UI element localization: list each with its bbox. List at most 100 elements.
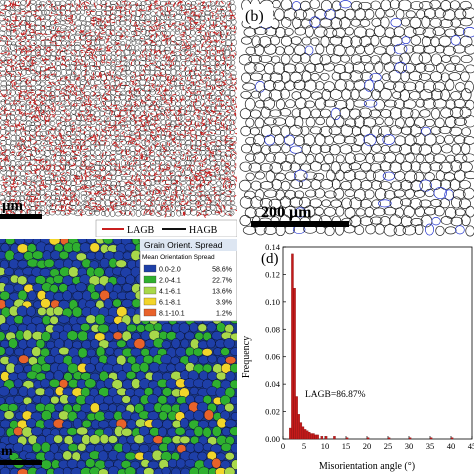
grain-boundary [184,205,192,211]
grain-boundary [134,145,141,151]
grain-boundary [54,110,61,116]
grain-boundary [120,90,126,96]
grain-boundary [433,98,447,109]
grain-boundary [291,1,302,11]
lagb-segment [168,10,170,15]
lagb-segment [171,198,174,202]
grain-boundary [339,0,352,9]
lagb-segment [220,121,223,126]
lagb-segment [229,9,233,14]
lagb-segment [42,166,45,171]
lagb-segment [147,89,151,92]
lagb-segment [18,42,22,46]
lagb-segment [201,102,205,107]
lagb-segment [133,101,137,104]
lagb-segment [172,61,175,65]
lagb-segment [119,27,122,31]
lagb-segment [191,164,195,167]
lagb-segment [151,26,155,31]
grain-boundary [29,155,35,161]
grain-boundary [194,160,201,167]
lagb-segment [211,101,215,104]
grain-boundary [39,210,46,216]
grain-boundary [55,195,60,202]
grain-boundary [220,105,227,110]
grain-boundary [29,64,35,71]
grain-boundary [145,185,152,190]
lagb-segment [34,159,39,162]
grain-boundary [190,94,198,101]
grain-boundary [224,49,230,57]
grain-boundary [414,81,425,93]
lagb-segment [97,141,101,146]
lagb-segment [55,192,60,195]
lagb-segment [109,32,113,36]
lagb-segment [168,25,172,28]
grain-boundary [379,36,392,47]
grain-boundary [175,85,182,91]
grain-boundary [130,200,137,206]
lagb-segment [189,94,193,98]
lagb-segment [94,86,97,89]
grain-boundary [170,211,176,217]
lagb-segment [71,20,74,25]
lagb-segment [79,148,81,153]
lagb-segment [152,41,156,44]
grain-boundary [50,40,58,47]
grain-boundary [94,80,102,86]
lagb-segment [26,91,31,94]
lagb-segment [141,53,144,58]
lagb-segment [34,30,37,34]
grain-boundary [184,131,190,136]
lagb-segment [119,16,123,19]
grain-boundary [190,140,197,147]
lagb-segment [213,24,217,29]
grain-boundary [340,124,354,137]
grain-boundary [124,69,132,75]
grain-boundary [19,60,25,68]
grain-boundary [310,72,320,81]
grain-boundary [150,164,157,170]
grain-boundary [194,101,202,107]
lagb-segment [203,213,206,218]
grain-boundary [75,119,82,126]
grain-boundary [374,117,384,126]
grain-boundary [110,135,117,141]
lagb-segment [198,16,201,19]
grain-boundary [114,84,121,91]
grain-boundary [25,85,32,91]
grain-boundary [228,45,236,52]
grain-boundary [56,151,61,156]
grain-boundary [263,97,276,110]
lagb-segment [200,121,205,125]
lagb-segment [15,176,18,179]
lagb-segment [154,24,158,28]
grain-boundary [89,130,95,137]
lagb-segment [226,101,229,104]
lagb-segment [10,5,14,9]
lagb-segment [46,74,50,77]
lagb-segment [26,94,30,98]
grain-boundary [74,33,81,41]
lagb-segment [214,46,217,51]
grain-boundary [175,149,182,156]
grain-boundary [74,41,81,46]
lagb-segment [38,123,42,127]
lagb-segment [40,135,45,138]
lagb-segment [153,21,158,25]
grain-boundary [439,19,453,29]
lagb-segment [126,124,129,128]
lagb-segment [179,0,183,3]
lagb-segment [187,87,191,89]
lagb-segment [83,126,87,129]
lagb-segment [169,171,172,175]
grain-boundary [73,68,82,76]
grain-boundary [435,135,445,145]
lagb-segment [69,203,71,206]
grain-boundary [98,36,106,41]
grain-boundary [43,69,51,75]
lagb-segment [13,102,17,105]
grain-boundary [105,155,112,162]
lagb-segment [190,69,193,72]
lagb-segment [27,139,31,142]
